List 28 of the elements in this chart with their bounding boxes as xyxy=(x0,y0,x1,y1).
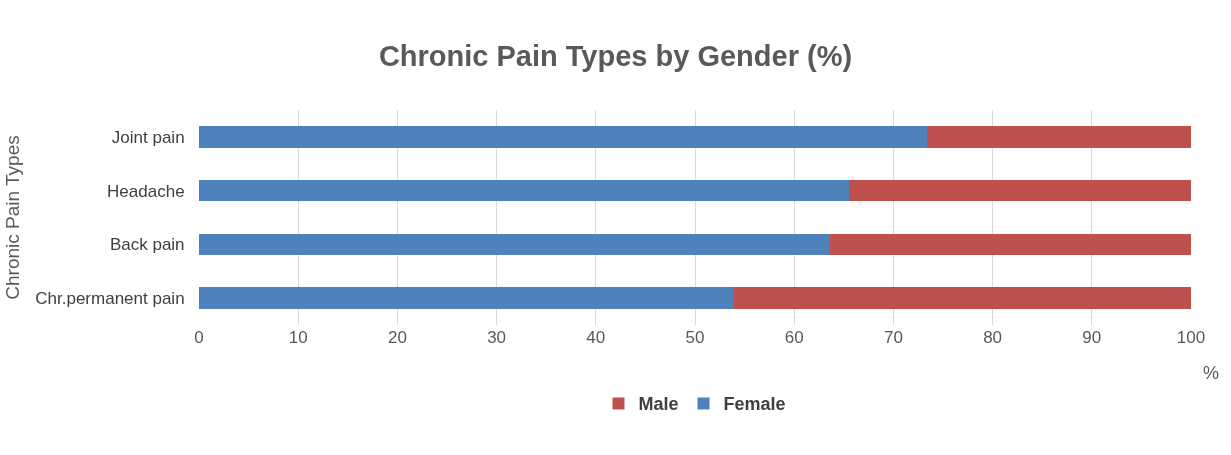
bar xyxy=(199,179,849,202)
x-tick-label: 30 xyxy=(487,328,507,347)
bar xyxy=(927,126,1191,148)
x-tick-label: 50 xyxy=(685,328,705,347)
x-tick-label: 100 xyxy=(1176,328,1206,347)
bar xyxy=(199,233,830,256)
x-tick-label: 90 xyxy=(1082,328,1102,347)
bar xyxy=(829,233,1191,256)
legend-label: Male xyxy=(638,394,679,415)
x-tick-label: 40 xyxy=(586,328,606,347)
y-tick-label: Joint pain xyxy=(111,127,185,147)
chart-title: Chronic Pain Types by Gender (%) xyxy=(378,39,853,72)
x-tick-label: 70 xyxy=(883,328,903,347)
bar xyxy=(199,287,734,309)
x-tick-label: 80 xyxy=(983,328,1003,347)
x-tick-label: 0 xyxy=(194,328,204,347)
bar xyxy=(199,126,928,148)
y-tick-label: Chr.permanent pain xyxy=(35,289,185,309)
x-tick-label: 60 xyxy=(784,328,804,347)
y-tick-label: Back pain xyxy=(109,235,185,255)
y-tick-label: Headache xyxy=(107,181,185,201)
legend-label: Female xyxy=(723,394,786,415)
bar xyxy=(733,287,1191,309)
bar xyxy=(848,179,1191,202)
x-axis-title: % xyxy=(1203,363,1220,383)
y-axis-title: Chronic Pain Types xyxy=(2,135,24,300)
x-tick-label: 20 xyxy=(387,328,407,347)
x-tick-label: 10 xyxy=(288,328,308,347)
